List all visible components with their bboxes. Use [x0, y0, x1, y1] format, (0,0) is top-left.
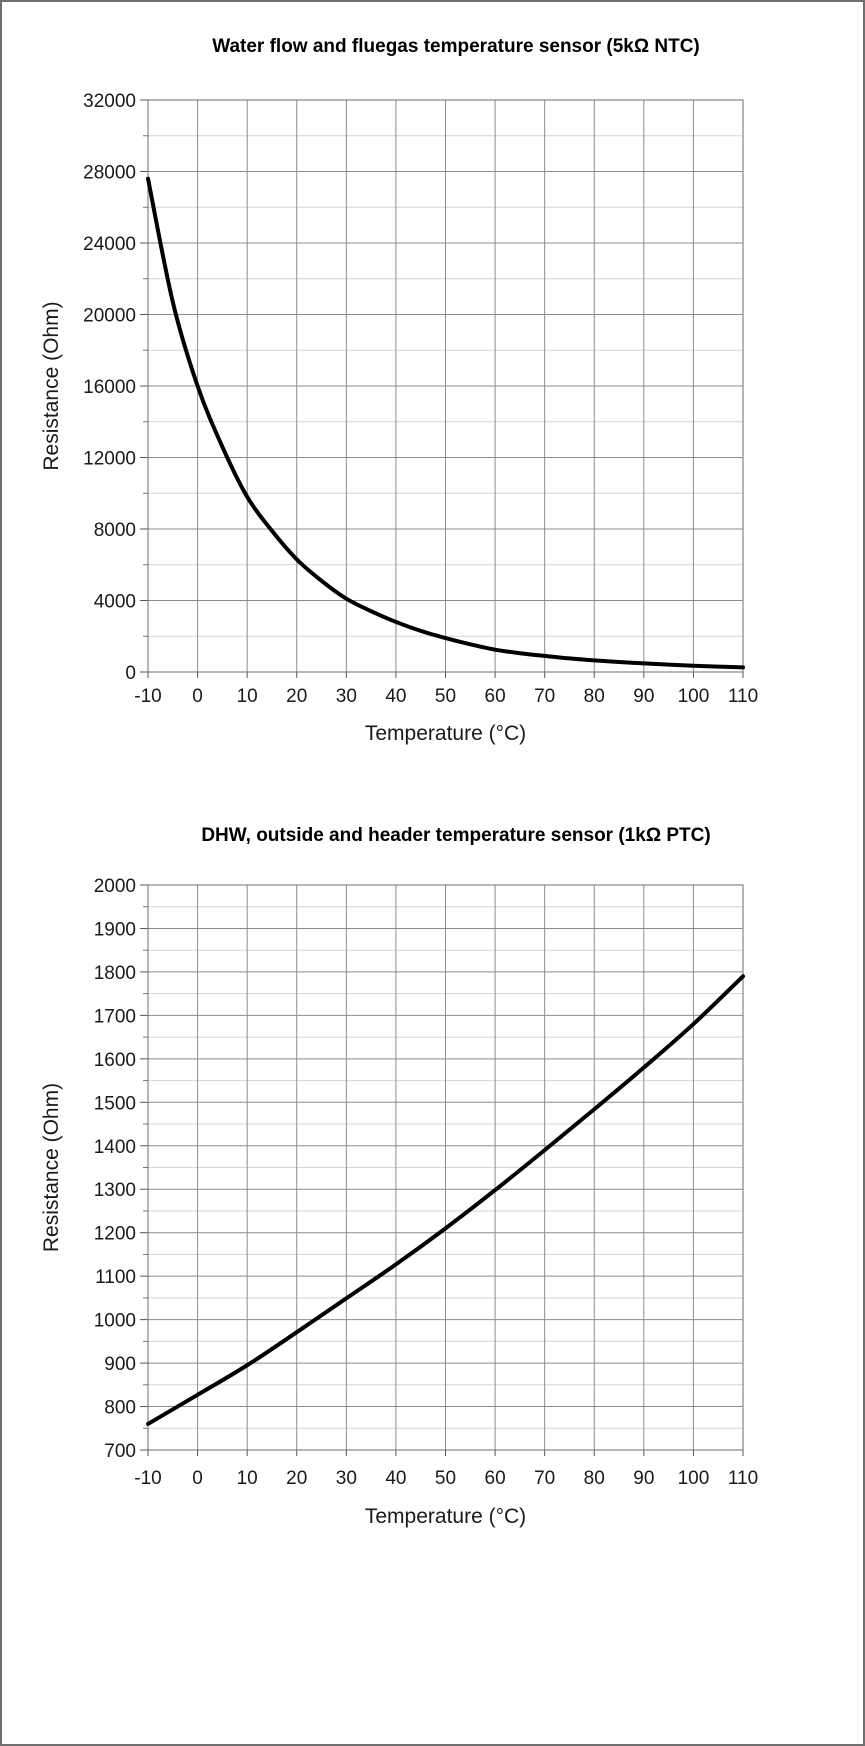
y-tick-label: 8000 — [94, 520, 136, 541]
y-tick-label: 12000 — [83, 449, 136, 470]
y-tick-label: 24000 — [83, 234, 136, 255]
chart-title: Water flow and fluegas temperature senso… — [212, 36, 700, 57]
x-tick-label: 20 — [286, 1468, 307, 1489]
y-tick-label: 900 — [104, 1354, 136, 1375]
y-tick-label: 32000 — [83, 91, 136, 112]
x-tick-label: 110 — [728, 1468, 758, 1489]
x-tick-label: 60 — [485, 1468, 506, 1489]
y-tick-label: 1300 — [94, 1180, 136, 1201]
x-tick-label: 80 — [584, 686, 605, 707]
x-tick-label: 70 — [534, 686, 555, 707]
y-tick-label: 16000 — [83, 377, 136, 398]
x-axis-title: Temperature (°C) — [365, 722, 526, 745]
x-tick-label: 40 — [385, 1468, 406, 1489]
x-tick-label: 90 — [633, 1468, 654, 1489]
x-tick-label: 40 — [385, 686, 406, 707]
x-tick-label: 30 — [336, 686, 357, 707]
x-tick-label: 100 — [678, 686, 710, 707]
plot-area-border — [147, 884, 744, 1451]
y-tick-label: 1200 — [94, 1224, 136, 1245]
x-tick-label: -10 — [134, 686, 161, 707]
y-tick-label: 1400 — [94, 1137, 136, 1158]
x-tick-label: 50 — [435, 686, 456, 707]
x-tick-label: 10 — [237, 1468, 258, 1489]
x-tick-label: 50 — [435, 1468, 456, 1489]
y-axis-title: Resistance (Ohm) — [40, 1083, 63, 1252]
x-tick-label: 10 — [237, 686, 258, 707]
x-tick-label: 30 — [336, 1468, 357, 1489]
y-tick-label: 4000 — [94, 592, 136, 613]
x-tick-label: 70 — [534, 1468, 555, 1489]
x-tick-label: 0 — [192, 686, 203, 707]
y-tick-label: 1000 — [94, 1311, 136, 1332]
x-tick-label: 60 — [485, 686, 506, 707]
chart-2: 7008009001000110012001300140015001600170… — [40, 825, 758, 1528]
y-axis-title: Resistance (Ohm) — [40, 301, 63, 470]
y-tick-label: 1900 — [94, 919, 136, 940]
x-tick-label: -10 — [134, 1468, 161, 1489]
chart-title: DHW, outside and header temperature sens… — [201, 825, 710, 846]
y-tick-label: 1700 — [94, 1006, 136, 1027]
x-tick-label: 110 — [728, 686, 758, 707]
x-axis-title: Temperature (°C) — [365, 1505, 526, 1528]
x-tick-label: 20 — [286, 686, 307, 707]
plot-area-border — [147, 99, 744, 673]
x-tick-label: 100 — [678, 1468, 710, 1489]
x-tick-label: 90 — [633, 686, 654, 707]
y-tick-label: 2000 — [94, 876, 136, 897]
x-tick-label: 0 — [192, 1468, 203, 1489]
y-tick-label: 1500 — [94, 1093, 136, 1114]
y-tick-label: 800 — [104, 1398, 136, 1419]
y-tick-label: 0 — [125, 663, 136, 684]
y-tick-label: 1600 — [94, 1050, 136, 1071]
y-tick-label: 20000 — [83, 306, 136, 327]
y-tick-label: 1800 — [94, 963, 136, 984]
y-tick-label: 1100 — [95, 1267, 136, 1288]
series-line — [146, 176, 745, 670]
x-tick-label: 80 — [584, 1468, 605, 1489]
chart-1: 0 4000 8000 12000 16000 20000 24000 28000 32000 -… — [40, 36, 758, 745]
y-tick-label: 28000 — [83, 163, 136, 184]
y-tick-label: 700 — [104, 1441, 136, 1462]
series-line — [146, 974, 745, 1426]
